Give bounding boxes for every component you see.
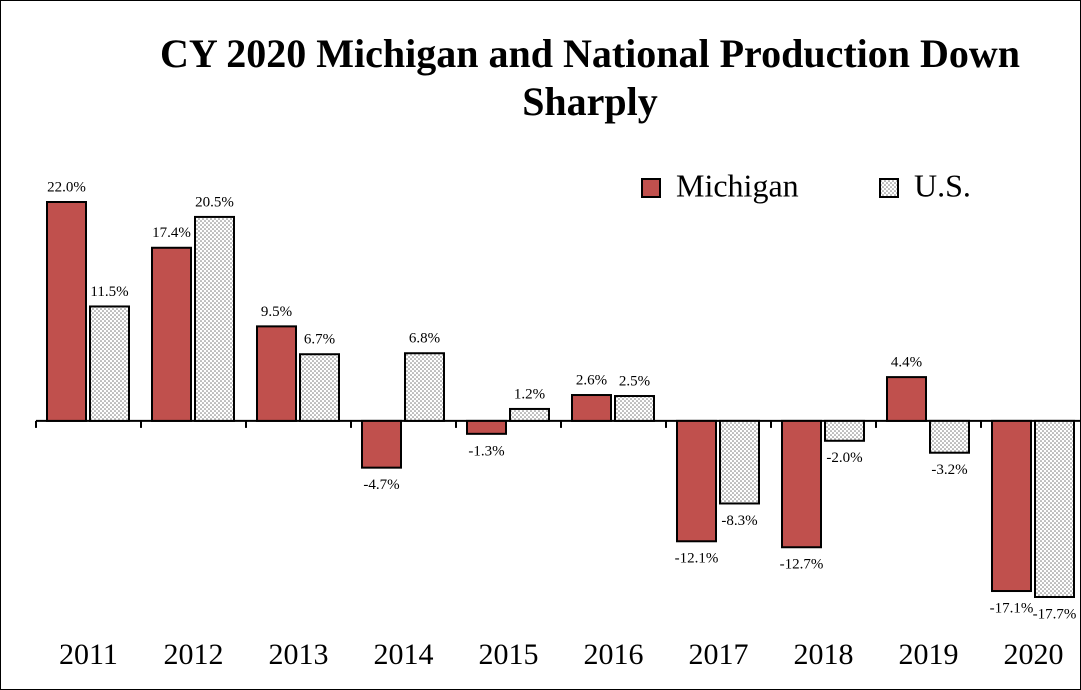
value-label: 22.0% [47,179,86,195]
bar [256,325,297,422]
x-tick-label: 2020 [1004,638,1064,671]
bar [194,215,235,422]
value-label: -12.7% [780,557,824,573]
value-label: 2.6% [576,372,607,388]
x-tick-label: 2017 [689,638,749,671]
bar [676,419,717,543]
value-label: 1.2% [514,386,545,402]
bar [719,419,760,505]
value-label: 9.5% [261,304,292,320]
bar [46,201,87,422]
value-label: -12.1% [675,551,719,567]
x-tick-label: 2016 [584,638,644,671]
bar [1034,419,1075,598]
bar [299,353,340,422]
bar [614,395,655,422]
x-tick-label: 2013 [269,638,329,671]
bar [89,305,130,422]
bar [404,352,445,422]
x-tick-label: 2014 [374,638,434,671]
legend-swatch [879,178,899,198]
x-tick-label: 2012 [164,638,224,671]
chart-title: CY 2020 Michigan and National Production… [159,31,1021,124]
x-tick-label: 2011 [59,638,118,671]
value-label: 6.7% [304,332,335,348]
x-tick-label: 2015 [479,638,539,671]
bar [151,246,192,422]
value-label: -1.3% [468,443,504,459]
value-label: 6.8% [409,331,440,347]
bar [466,419,507,435]
legend-label: Michigan [676,167,799,203]
value-label: -17.7% [1033,606,1077,622]
bar [929,419,970,454]
bar [361,419,402,469]
value-label: -2.0% [826,450,862,466]
value-label: 4.4% [891,355,922,371]
value-label: 2.5% [619,373,650,389]
legend-swatch [641,178,661,198]
value-label: -8.3% [721,513,757,529]
bar [781,419,822,549]
legend-label: U.S. [914,167,971,203]
bar [991,419,1032,593]
value-label: -4.7% [363,477,399,493]
value-label: 17.4% [152,225,191,241]
bar [824,419,865,442]
value-label: 20.5% [195,194,234,210]
bar [571,394,612,422]
bar [886,376,927,422]
x-tick-label: 2018 [794,638,854,671]
value-label: 11.5% [90,284,128,300]
bar [509,407,550,422]
value-label: -3.2% [931,462,967,478]
x-tick-label: 2019 [899,638,959,671]
value-label: -17.1% [990,600,1034,616]
